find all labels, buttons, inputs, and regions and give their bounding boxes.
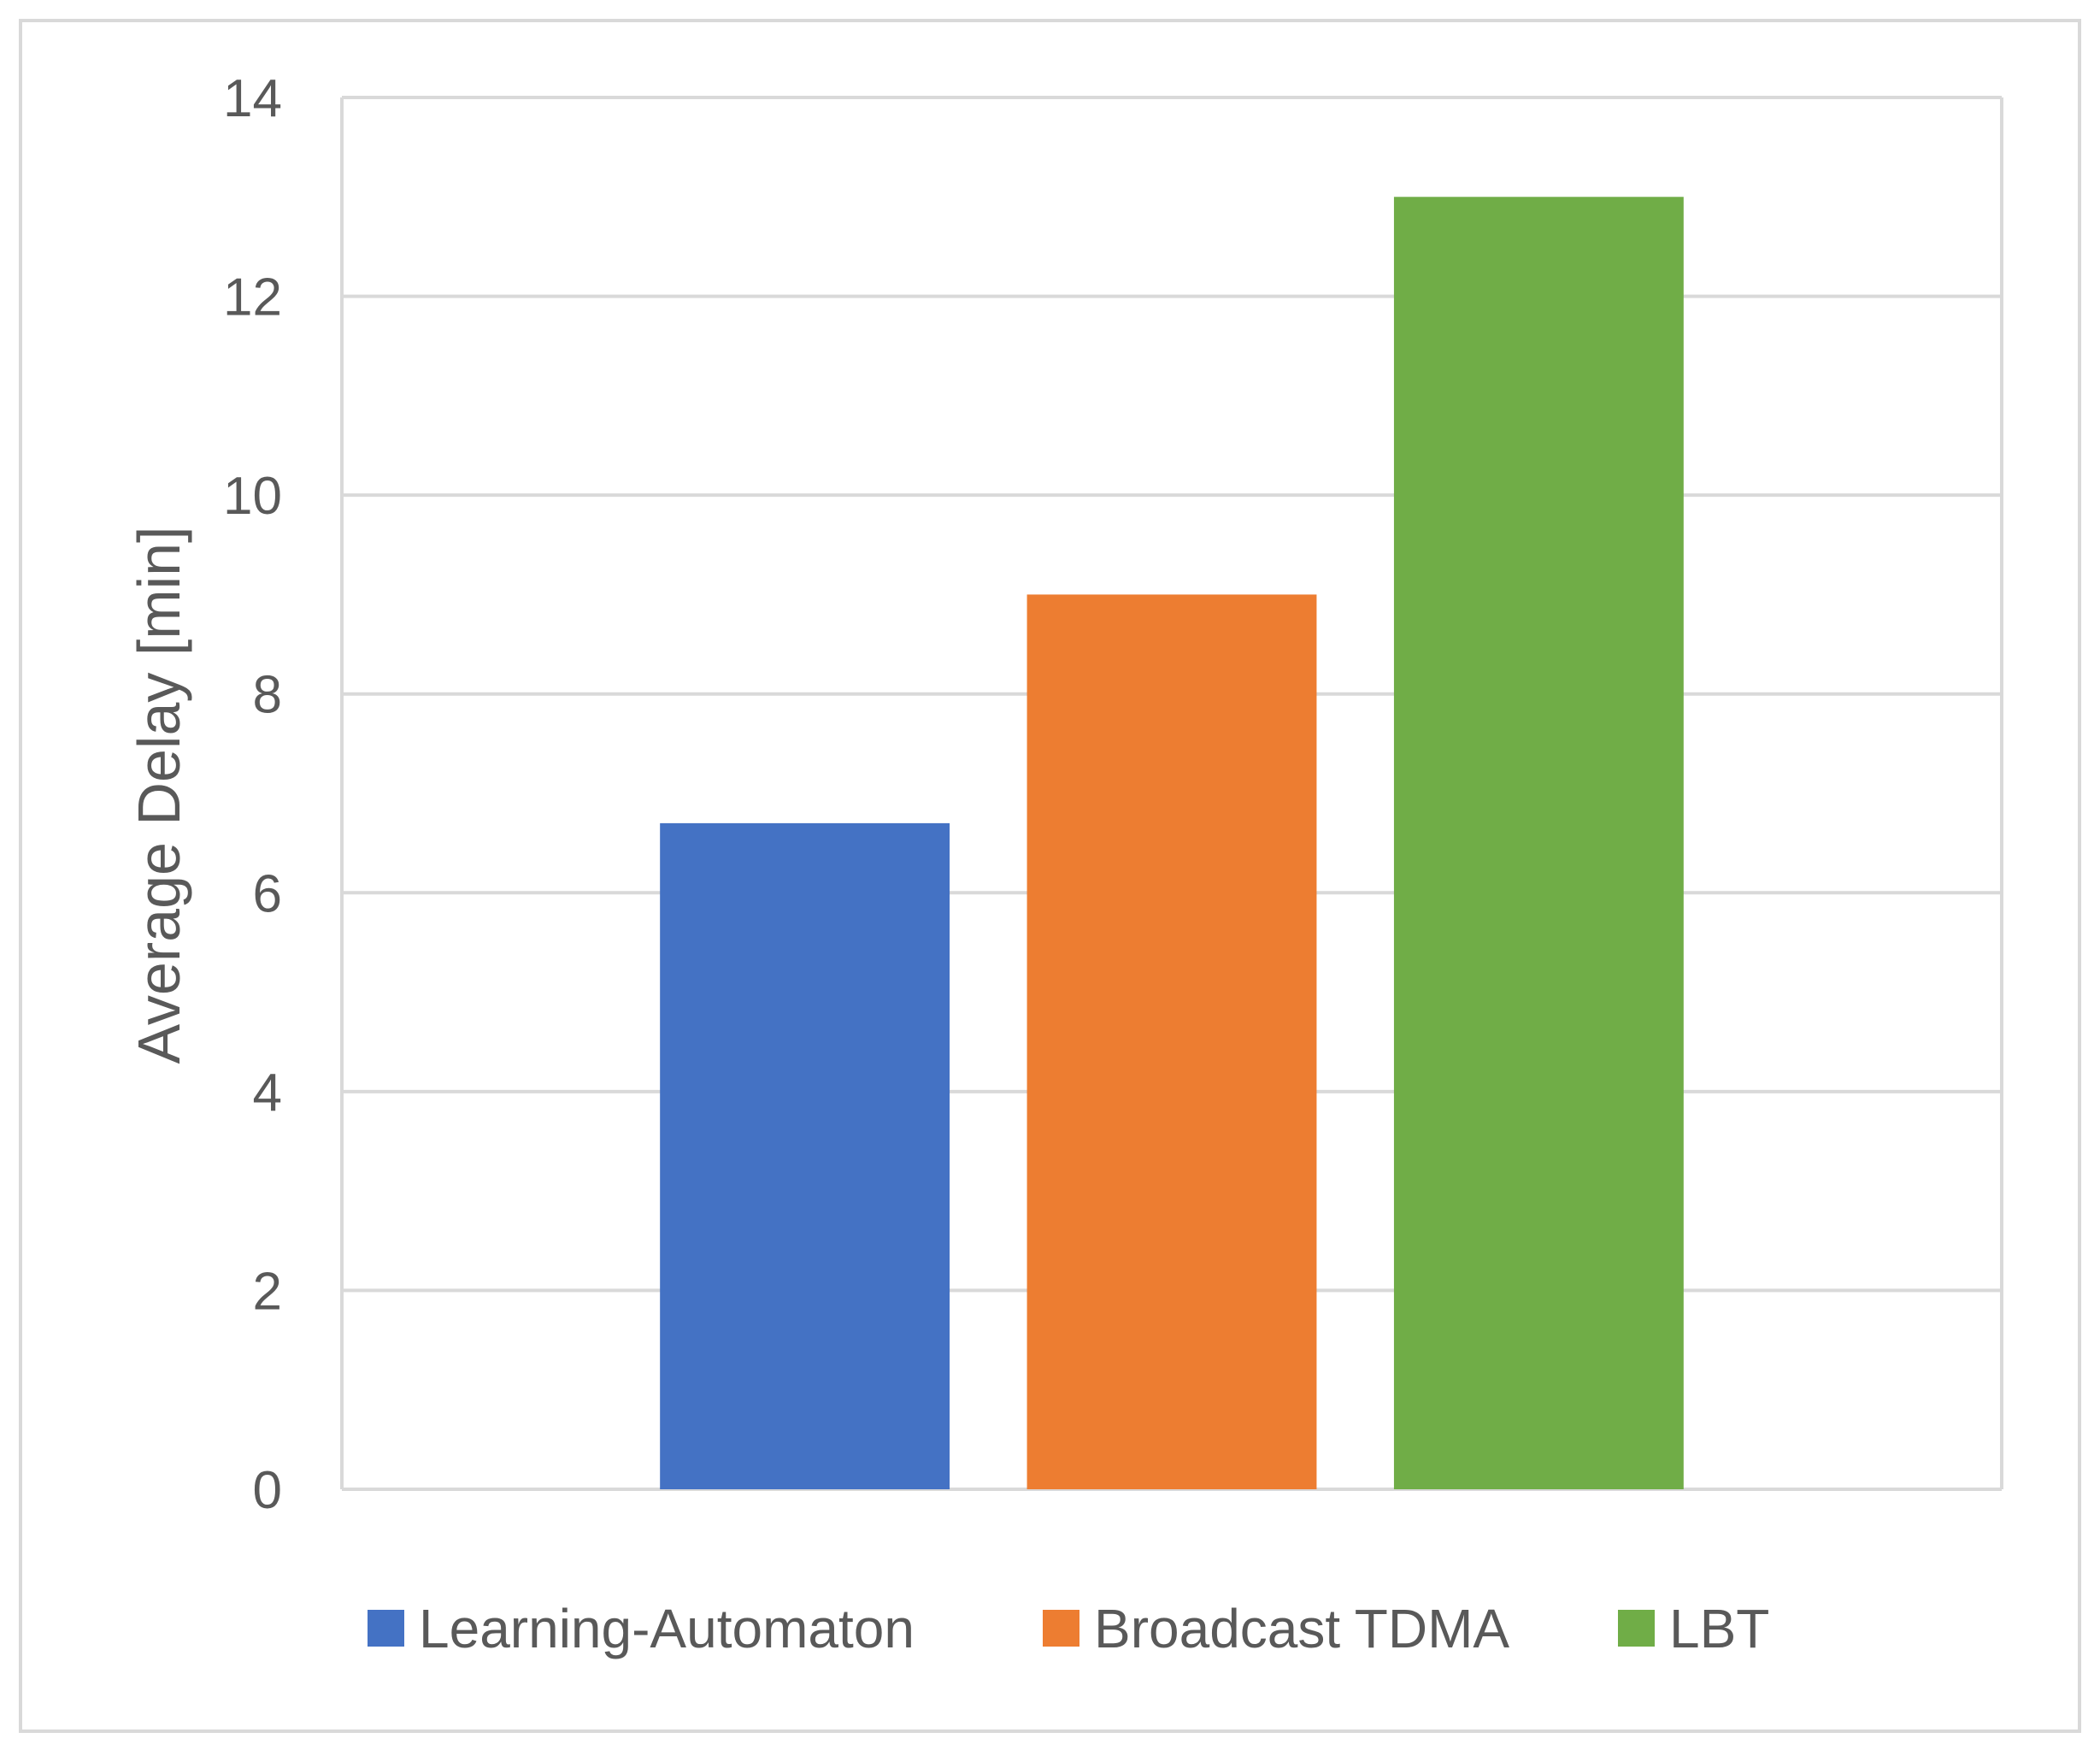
bar-learning-automaton: [660, 822, 950, 1489]
y-tick-label: 14: [223, 69, 282, 128]
y-axis-label: Average Delay [min]: [126, 526, 192, 1064]
bar-broadcast-tdma: [1026, 594, 1317, 1489]
plot-frame: [340, 97, 2003, 1489]
legend-swatch: [1618, 1610, 1655, 1647]
y-tick-label: 4: [253, 1064, 282, 1123]
legend-label: LBT: [1669, 1598, 1769, 1659]
legend-swatch: [1043, 1610, 1079, 1647]
y-axis-tick-labels: 0 2 4 6 8 10 12 14: [223, 69, 282, 1520]
legend-label: Learning-Automaton: [419, 1598, 915, 1659]
bars: [660, 197, 1684, 1489]
y-tick-label: 6: [253, 864, 282, 923]
y-tick-label: 8: [253, 666, 282, 725]
y-tick-label: 0: [253, 1461, 282, 1520]
y-tick-label: 2: [253, 1262, 282, 1321]
bar-lbt: [1393, 197, 1684, 1489]
y-tick-label: 12: [223, 268, 282, 327]
legend-label: Broadcast TDMA: [1094, 1598, 1509, 1659]
legend: Learning-Automaton Broadcast TDMA LBT: [368, 1598, 1769, 1659]
legend-swatch: [368, 1610, 404, 1647]
y-tick-label: 10: [223, 467, 282, 526]
